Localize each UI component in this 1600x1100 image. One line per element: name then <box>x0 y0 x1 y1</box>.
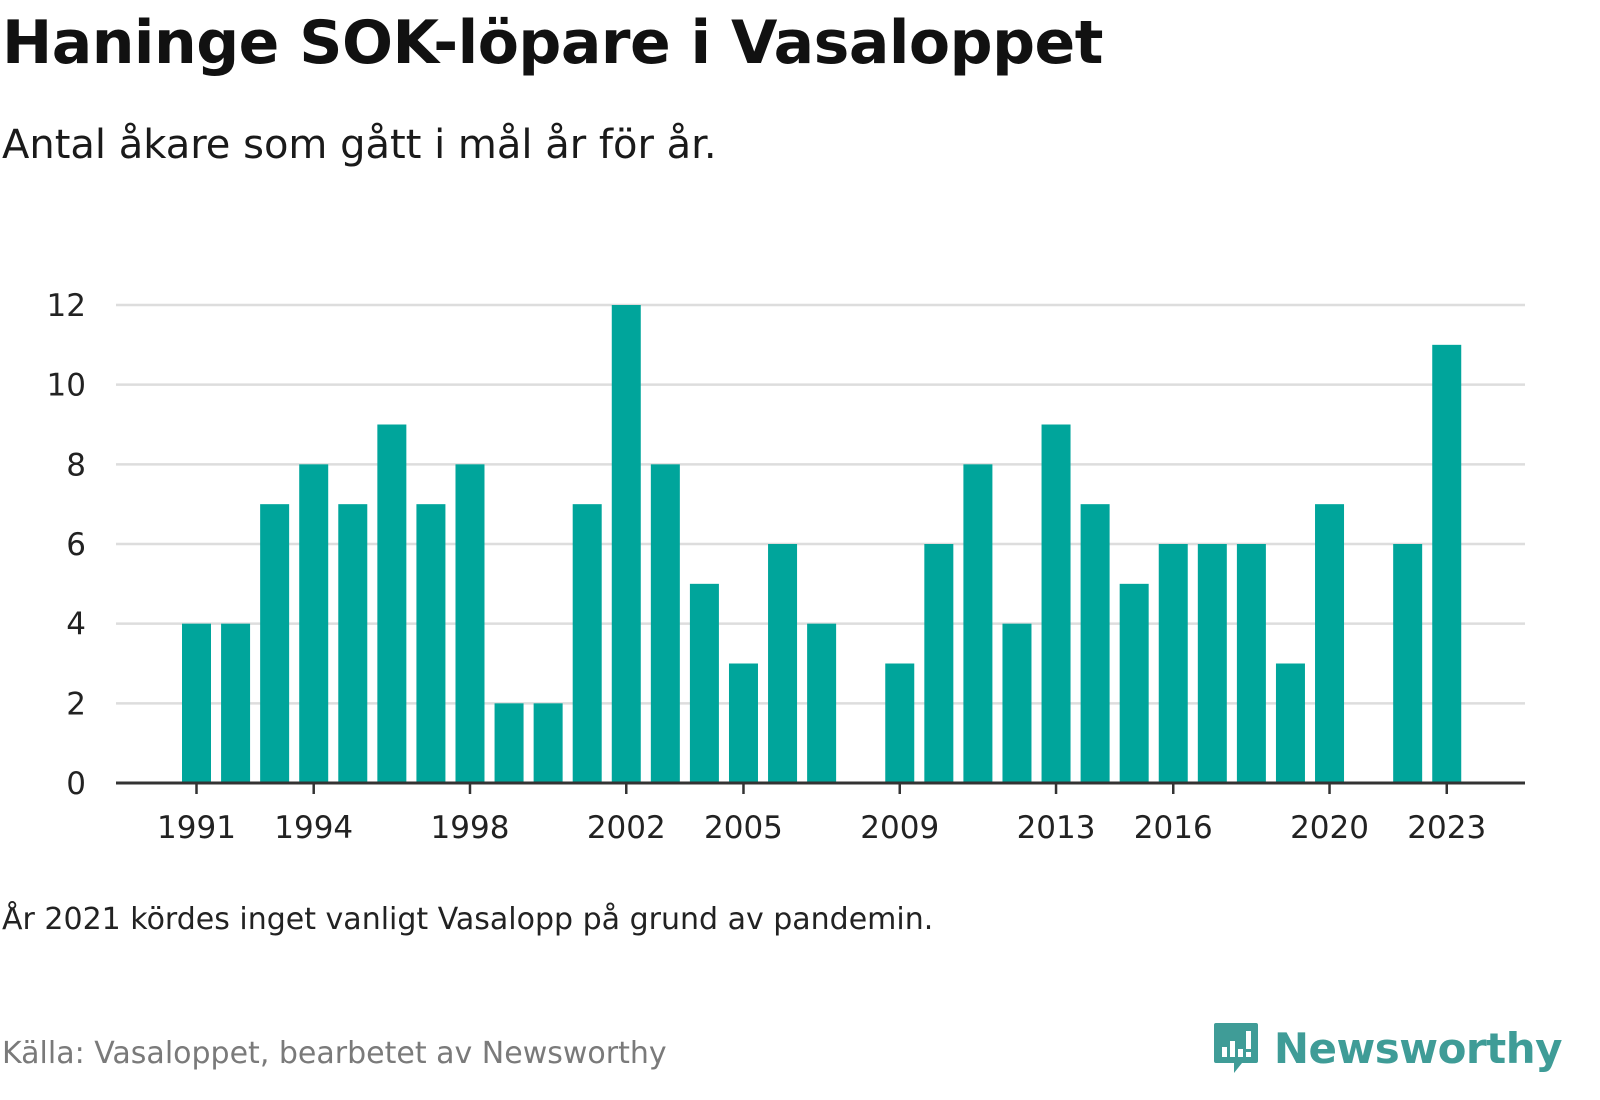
bar-1991 <box>182 623 211 783</box>
y-tick-label: 10 <box>47 368 86 404</box>
speech-bubble-chart-icon <box>1213 1023 1258 1073</box>
bar-2014 <box>1080 504 1110 783</box>
newsworthy-logo: Newsworthy <box>1212 1018 1563 1078</box>
bar-2009 <box>885 663 915 783</box>
bar-2018 <box>1236 544 1266 783</box>
bar-2023 <box>1432 344 1462 783</box>
bar-2011 <box>963 464 993 783</box>
bar-1999 <box>494 703 524 783</box>
bar-2013 <box>1041 424 1071 783</box>
bar-2003 <box>650 464 680 783</box>
bar-2015 <box>1119 583 1149 783</box>
x-tick-label: 2020 <box>1290 810 1369 846</box>
y-tick-label: 2 <box>66 686 86 722</box>
brand-name: Newsworthy <box>1273 1023 1563 1073</box>
bar-2019 <box>1275 663 1305 783</box>
x-tick-label: 2013 <box>1017 810 1096 846</box>
y-tick-label: 6 <box>66 527 86 563</box>
chart-subtitle: Antal åkare som gått i mål år för år. <box>2 122 717 168</box>
bar-2004 <box>689 583 719 783</box>
bar-2012 <box>1002 623 1032 783</box>
bar-2022 <box>1393 544 1423 783</box>
x-tick-label: 2016 <box>1134 810 1213 846</box>
bar-2007 <box>807 623 837 783</box>
bar-2006 <box>768 544 798 783</box>
x-tick-label: 1998 <box>431 810 510 846</box>
axes: 0 2 4 6 8 10 12 1991 1994 1998 2002 2005 2009 2013 201… <box>47 288 1525 846</box>
bar-2016 <box>1158 544 1188 783</box>
x-tick-label: 2002 <box>587 810 666 846</box>
bar-1996 <box>377 424 407 783</box>
y-tick-label: 0 <box>66 766 86 802</box>
y-tick-label: 4 <box>66 607 86 643</box>
bar-2020 <box>1315 504 1345 783</box>
x-tick-label: 2023 <box>1407 810 1486 846</box>
bar-chart: 0 2 4 6 8 10 12 1991 1994 1998 2002 2005 2009 2013 201… <box>47 288 1525 846</box>
bar-1992 <box>221 623 251 783</box>
y-tick-label: 12 <box>47 288 86 324</box>
bar-2017 <box>1197 544 1227 783</box>
y-tick-label: 8 <box>66 447 86 483</box>
bar-2002 <box>611 305 641 783</box>
bars <box>182 305 1462 783</box>
bar-1995 <box>338 504 368 783</box>
x-tick-label: 1994 <box>274 810 353 846</box>
bar-1993 <box>260 504 290 783</box>
bar-2010 <box>924 544 954 783</box>
x-tick-label: 2009 <box>860 810 939 846</box>
source-credit: Källa: Vasaloppet, bearbetet av Newswort… <box>2 1036 667 1071</box>
bar-1997 <box>416 504 446 783</box>
bar-2001 <box>572 504 602 783</box>
x-tick-label: 1991 <box>157 810 236 846</box>
chart-title: Haninge SOK-löpare i Vasaloppet <box>2 8 1103 78</box>
x-tick-label: 2005 <box>704 810 783 846</box>
bar-2005 <box>728 663 758 783</box>
bar-1998 <box>455 464 485 783</box>
bar-1994 <box>299 464 329 783</box>
footnote: År 2021 kördes inget vanligt Vasalopp på… <box>2 902 934 937</box>
bar-2000 <box>533 703 563 783</box>
